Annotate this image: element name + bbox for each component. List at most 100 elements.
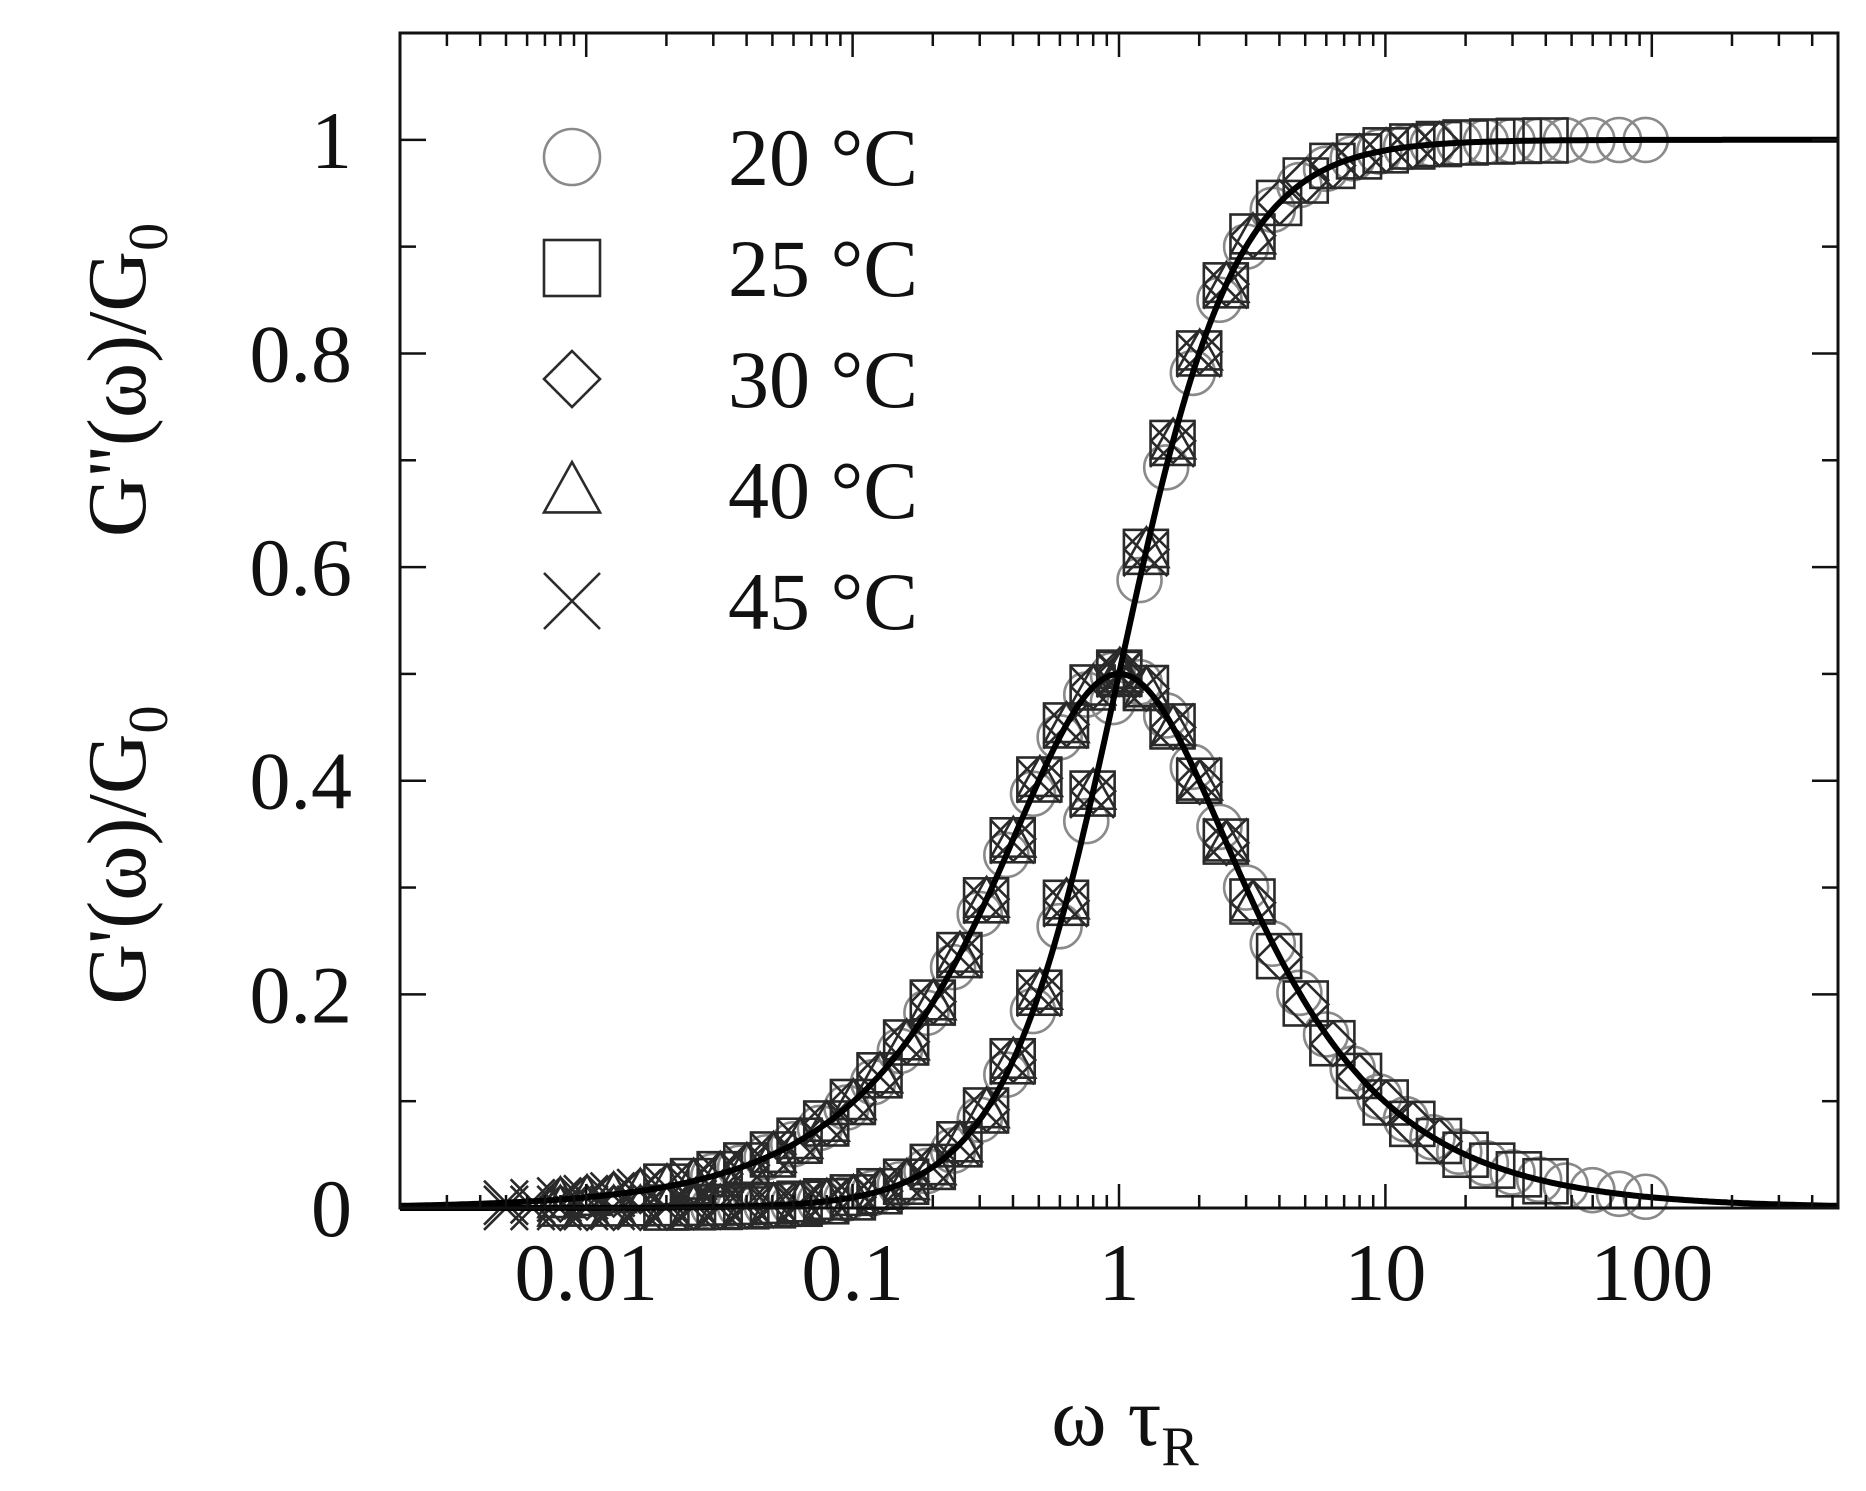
marker-triangle-loss bbox=[1122, 663, 1171, 708]
marker-diamond-loss bbox=[856, 1050, 904, 1099]
marker-diamond-storage bbox=[1016, 967, 1064, 1015]
marker-circle-storage bbox=[1302, 145, 1350, 193]
marker-triangle-loss bbox=[962, 874, 1011, 919]
marker-triangle-loss bbox=[1202, 818, 1251, 862]
legend-marker-diamond bbox=[542, 349, 602, 409]
marker-diamond-loss bbox=[1016, 754, 1064, 803]
marker-triangle-loss bbox=[935, 929, 985, 973]
marker-diamond-storage bbox=[1415, 120, 1464, 168]
y-tick-label: 0.6 bbox=[250, 522, 353, 613]
legend-label: 25 °C bbox=[728, 223, 918, 314]
marker-diamond-storage bbox=[1149, 417, 1197, 465]
y-tick-label: 0.8 bbox=[250, 308, 353, 399]
x-tick-label: 100 bbox=[1590, 1227, 1713, 1318]
marker-triangle-storage bbox=[1148, 416, 1198, 460]
marker-diamond-loss bbox=[1309, 1020, 1357, 1068]
marker-triangle-storage bbox=[1015, 966, 1065, 1010]
marker-circle-storage bbox=[1196, 276, 1243, 324]
marker-circle-loss bbox=[1249, 920, 1297, 968]
y-axis-title: G'(ω)/G0 G''(ω)/G0 bbox=[71, 223, 180, 1005]
marker-triangle-loss bbox=[1068, 662, 1118, 706]
y-axis-title-upper: G''(ω)/G0 bbox=[71, 223, 180, 537]
axes: 0.01 0.1 1 10 100 0 0.2 0.4 0.6 0.8 1 bbox=[250, 31, 1840, 1318]
marker-diamond-loss bbox=[1202, 818, 1251, 867]
x-axis-title-main: ω τ bbox=[1051, 1371, 1161, 1464]
marker-circle-storage bbox=[1062, 797, 1110, 845]
marker-circle-storage bbox=[1142, 444, 1190, 491]
marker-square-loss bbox=[1442, 1131, 1489, 1179]
marker-triangle-storage bbox=[1122, 524, 1171, 569]
x-tick-label: 0.1 bbox=[801, 1227, 904, 1318]
marker-diamond-loss bbox=[1149, 703, 1197, 752]
marker-diamond-loss bbox=[1229, 878, 1277, 927]
marker-diamond-storage bbox=[1389, 122, 1437, 171]
marker-diamond-storage bbox=[749, 1181, 798, 1230]
marker-diamond-loss bbox=[589, 1170, 638, 1219]
legend-label: 20 °C bbox=[728, 112, 918, 203]
x-tick-label: 10 bbox=[1344, 1227, 1426, 1318]
marker-diamond-loss bbox=[882, 1017, 931, 1066]
marker-diamond-storage bbox=[802, 1177, 851, 1226]
marker-circle-loss bbox=[1222, 864, 1270, 911]
marker-diamond-loss bbox=[1095, 650, 1144, 698]
marker-circle-storage bbox=[1116, 556, 1163, 604]
marker-circle-loss bbox=[1569, 1166, 1616, 1214]
marker-circle-loss bbox=[1435, 1128, 1483, 1176]
marker-diamond-storage bbox=[962, 1085, 1011, 1134]
marker-circle-loss bbox=[1409, 1113, 1456, 1161]
legend-label: 45 °C bbox=[728, 556, 918, 647]
marker-diamond-loss bbox=[1122, 664, 1171, 713]
marker-diamond-storage bbox=[723, 1182, 771, 1231]
marker-diamond-loss bbox=[909, 977, 958, 1026]
marker-diamond-loss bbox=[1042, 700, 1091, 749]
marker-triangle-storage bbox=[989, 1035, 1038, 1079]
legend-label: 40 °C bbox=[728, 445, 918, 536]
y-axis-title-upper-main: G''(ω)/G bbox=[71, 251, 164, 537]
marker-diamond-storage bbox=[909, 1142, 958, 1191]
marker-diamond-storage bbox=[936, 1119, 984, 1168]
y-axis-title-lower-main: G'(ω)/G bbox=[71, 733, 164, 1004]
legend-label: 30 °C bbox=[728, 334, 918, 425]
marker-diamond-storage bbox=[1175, 327, 1224, 376]
marker-diamond-storage bbox=[1202, 260, 1251, 309]
marker-diamond-storage bbox=[616, 1183, 665, 1232]
marker-diamond-loss bbox=[1255, 933, 1304, 982]
marker-diamond-storage bbox=[989, 1036, 1038, 1084]
marker-diamond-loss bbox=[802, 1099, 851, 1147]
marker-diamond-loss bbox=[936, 930, 984, 978]
marker-diamond-storage bbox=[1362, 126, 1411, 175]
marker-diamond-loss bbox=[829, 1077, 878, 1126]
marker-circle-loss bbox=[983, 831, 1030, 879]
marker-triangle-loss bbox=[1228, 878, 1278, 922]
marker-triangle-loss bbox=[909, 977, 958, 1021]
marker-triangle-storage bbox=[1202, 259, 1251, 304]
marker-triangle-storage bbox=[935, 1119, 985, 1163]
model-curve-loss bbox=[399, 670, 1839, 1209]
marker-triangle-loss bbox=[829, 1076, 878, 1121]
model-curves bbox=[399, 136, 1839, 1211]
y-tick-label: 0 bbox=[311, 1163, 352, 1254]
y-tick-label: 0.4 bbox=[250, 736, 353, 827]
legend-marker-square bbox=[542, 238, 602, 298]
y-axis-title-upper-sub: 0 bbox=[118, 223, 180, 251]
marker-diamond-storage bbox=[776, 1179, 824, 1228]
marker-diamond-storage bbox=[1255, 178, 1304, 227]
marker-circle-loss bbox=[1462, 1139, 1510, 1187]
marker-diamond-loss bbox=[1175, 758, 1224, 806]
x-axis-title-sub: R bbox=[1161, 1416, 1199, 1478]
y-axis-title-lower: G'(ω)/G0 bbox=[71, 705, 180, 1004]
marker-triangle-loss bbox=[989, 814, 1038, 858]
x-tick-label: 0.01 bbox=[514, 1227, 658, 1318]
marker-diamond-loss bbox=[1282, 980, 1331, 1029]
marker-diamond-loss bbox=[1362, 1079, 1411, 1127]
marker-diamond-loss bbox=[989, 815, 1038, 863]
marker-square-loss bbox=[1495, 1151, 1543, 1198]
marker-diamond-storage bbox=[1042, 876, 1091, 925]
x-tick-label: 1 bbox=[1099, 1227, 1140, 1318]
marker-circle-storage bbox=[1036, 902, 1083, 950]
marker-triangle-loss bbox=[1175, 757, 1224, 801]
marker-diamond-loss bbox=[962, 875, 1011, 923]
marker-diamond-loss bbox=[1335, 1052, 1384, 1101]
marker-triangle-loss bbox=[1148, 702, 1198, 747]
